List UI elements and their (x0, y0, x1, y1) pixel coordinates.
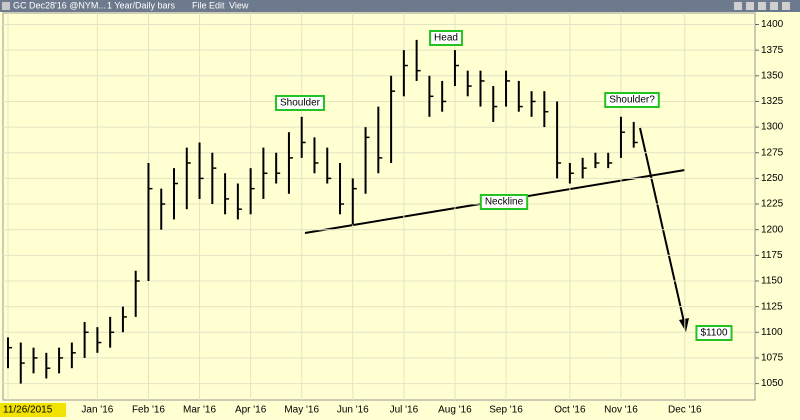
window-button[interactable] (758, 2, 766, 10)
annotation-label: Shoulder? (609, 95, 655, 106)
x-tick-label: Mar '16 (183, 405, 216, 416)
x-tick-label: May '16 (284, 405, 319, 416)
x-tick-label: Oct '16 (554, 405, 586, 416)
y-tick-label: 1275 (761, 147, 784, 158)
annotation-box (604, 92, 660, 108)
y-tick-label: 1100 (761, 327, 783, 338)
header-subtitle: 1 Year/Daily bars (107, 0, 176, 10)
y-tick-label: 1250 (761, 173, 784, 184)
y-tick-label: 1200 (761, 224, 784, 235)
window-button[interactable] (746, 2, 754, 10)
annotation-box (274, 95, 326, 111)
annotation: Neckline (479, 194, 529, 210)
x-tick-label: Jan '16 (81, 405, 113, 416)
annotation-label: Head (434, 33, 458, 44)
y-tick-label: 1150 (761, 276, 783, 287)
y-tick-label: 1300 (761, 122, 784, 133)
menu-item[interactable]: Edit (209, 0, 225, 10)
menu-item[interactable]: View (229, 0, 249, 10)
annotation-label: Neckline (485, 197, 524, 208)
y-tick-label: 1375 (761, 45, 784, 56)
projection-arrow (639, 127, 685, 323)
annotation-box (479, 194, 529, 210)
y-tick-label: 1325 (761, 96, 784, 107)
x-tick-label: Jun '16 (337, 405, 369, 416)
annotation-box (695, 325, 733, 341)
annotation: Head (429, 30, 463, 46)
annotation-box (429, 30, 463, 46)
x-tick-label: Aug '16 (438, 405, 472, 416)
y-tick-label: 1125 (761, 301, 783, 312)
header-icon (2, 2, 10, 10)
y-tick-label: 1350 (761, 70, 784, 81)
annotation: $1100 (695, 325, 733, 341)
arrow-head (679, 318, 689, 332)
y-tick-label: 1225 (761, 199, 784, 210)
x-tick-label: 11/26/2015 (3, 405, 53, 416)
window-button[interactable] (734, 2, 742, 10)
window-button[interactable] (770, 2, 778, 10)
plot-frame (2, 12, 756, 401)
window-button[interactable] (782, 2, 790, 10)
header-bar: GC Dec28'16 @NYM... 1 Year/Daily bars Fi… (0, 0, 800, 12)
x-tick-label: Jul '16 (390, 405, 419, 416)
menu-item[interactable]: File (192, 0, 207, 10)
annotation-label: Shoulder (280, 98, 321, 109)
x-tick-label: Apr '16 (235, 405, 267, 416)
annotation: Shoulder (274, 95, 326, 111)
y-tick-label: 1075 (761, 353, 784, 364)
annotation: Shoulder? (604, 92, 660, 108)
x-tick-label: Feb '16 (132, 405, 165, 416)
y-tick-label: 1050 (761, 378, 784, 389)
date-highlight (0, 403, 66, 417)
y-tick-label: 1400 (761, 19, 784, 30)
x-tick-label: Dec '16 (668, 405, 702, 416)
y-tick-label: 1175 (761, 250, 783, 261)
annotation-label: $1100 (700, 328, 728, 339)
x-tick-label: Nov '16 (604, 405, 638, 416)
header-title: GC Dec28'16 @NYM... (13, 0, 106, 10)
header-background (0, 0, 800, 12)
x-tick-label: Sep '16 (489, 405, 523, 416)
